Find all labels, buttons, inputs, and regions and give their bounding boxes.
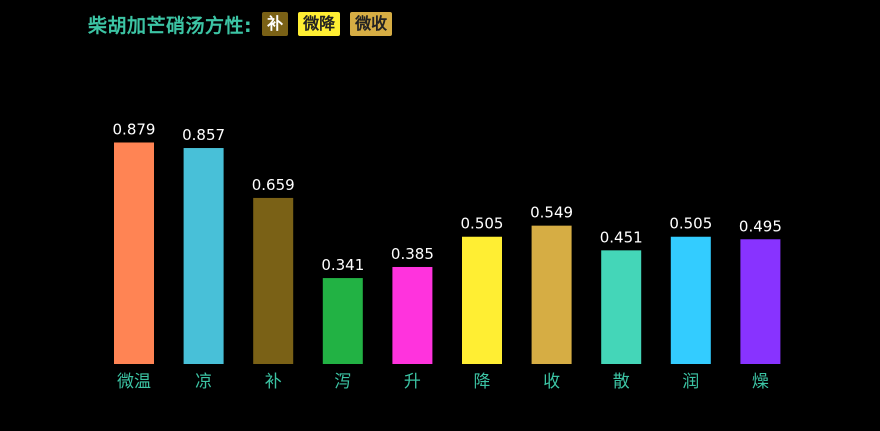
value-label-8: 0.505 (669, 215, 712, 233)
bar-1 (183, 148, 224, 364)
bar-8 (670, 236, 711, 364)
category-label-0: 微温 (117, 372, 151, 392)
category-label-6: 收 (543, 372, 560, 392)
category-label-2: 补 (265, 372, 282, 392)
tag-wei-jiang: 微降 (298, 12, 341, 36)
bar-9 (740, 239, 781, 364)
bar-0 (114, 142, 154, 364)
value-label-4: 0.385 (391, 245, 434, 263)
bar-3 (322, 278, 363, 364)
value-label-2: 0.659 (252, 176, 295, 194)
chart-title: 柴胡加芒硝汤方性: (88, 14, 253, 37)
bar-5 (462, 236, 502, 364)
value-label-0: 0.879 (113, 120, 156, 138)
category-label-5: 降 (474, 372, 491, 392)
tag-bu: 补 (262, 12, 289, 36)
value-label-6: 0.549 (530, 204, 573, 222)
category-label-1: 凉 (195, 372, 212, 392)
value-label-3: 0.341 (321, 256, 364, 274)
value-label-9: 0.495 (739, 217, 782, 235)
category-label-3: 泻 (334, 372, 351, 392)
value-label-5: 0.505 (461, 215, 504, 233)
category-label-9: 燥 (752, 372, 769, 392)
tag-wei-shou: 微收 (350, 12, 393, 36)
bar-6 (531, 225, 572, 364)
value-label-1: 0.857 (182, 126, 225, 144)
value-label-7: 0.451 (600, 228, 643, 246)
bar-7 (601, 250, 642, 364)
category-label-8: 润 (682, 372, 699, 392)
category-label-7: 散 (613, 372, 630, 392)
category-label-4: 升 (404, 372, 421, 392)
chart-header: 柴胡加芒硝汤方性: 补 微降 微收 (88, 10, 402, 38)
bar-2 (253, 197, 294, 364)
bar-4 (392, 266, 433, 364)
